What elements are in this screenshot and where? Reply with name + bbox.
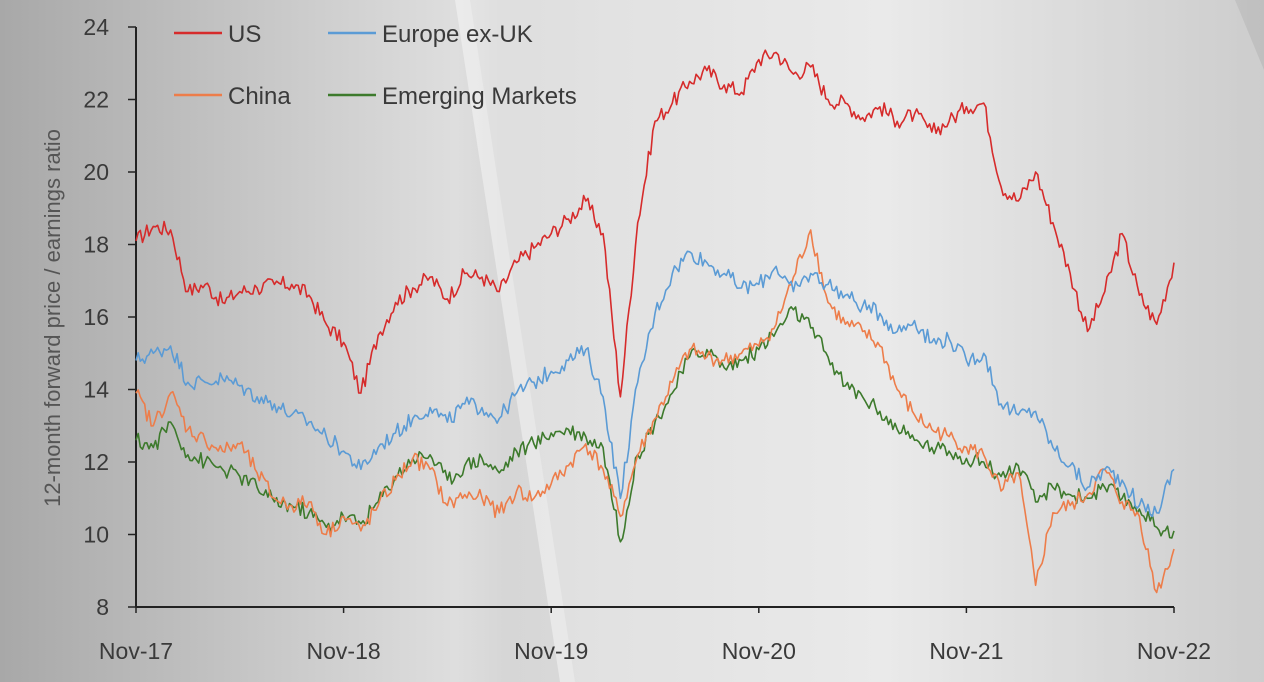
x-tick-label: Nov-21: [929, 638, 1003, 664]
axes: 8 10 12 14 16 18 20 22 24 Nov-17 Nov-18 Nov-19 Nov-2…: [83, 14, 1211, 664]
legend-label-europe-ex-uk: Europe ex-UK: [382, 21, 533, 48]
y-tick-label: 18: [83, 232, 109, 258]
series-layer: [135, 49, 1175, 594]
x-tick-label: Nov-20: [722, 638, 796, 664]
series-line-emerging-markets: [135, 305, 1175, 543]
y-tick-label: 10: [83, 522, 109, 548]
series-line-us: [135, 49, 1175, 398]
y-tick-label: 22: [83, 87, 109, 113]
legend: US Europe ex-UK China Emerging Markets: [174, 21, 577, 110]
background-edge-highlight: [455, 0, 575, 682]
series-line-china: [135, 229, 1175, 594]
y-tick-label: 8: [96, 594, 109, 620]
legend-label-emerging-markets: Emerging Markets: [382, 83, 577, 110]
x-tick-label: Nov-18: [307, 638, 381, 664]
y-axis-title: 12-month forward price / earnings ratio: [40, 129, 65, 507]
series-line-europe-ex-uk: [135, 250, 1175, 518]
background-light-band: [455, 0, 1264, 682]
y-tick-label: 12: [83, 449, 109, 475]
legend-label-china: China: [228, 83, 291, 110]
x-tick-label: Nov-22: [1137, 638, 1211, 664]
x-tick-label: Nov-19: [514, 638, 588, 664]
x-tick-label: Nov-17: [99, 638, 173, 664]
y-tick-label: 20: [83, 159, 109, 185]
y-tick-label: 24: [83, 14, 109, 40]
y-tick-label: 16: [83, 304, 109, 330]
legend-label-us: US: [228, 21, 261, 48]
y-tick-label: 14: [83, 377, 109, 403]
